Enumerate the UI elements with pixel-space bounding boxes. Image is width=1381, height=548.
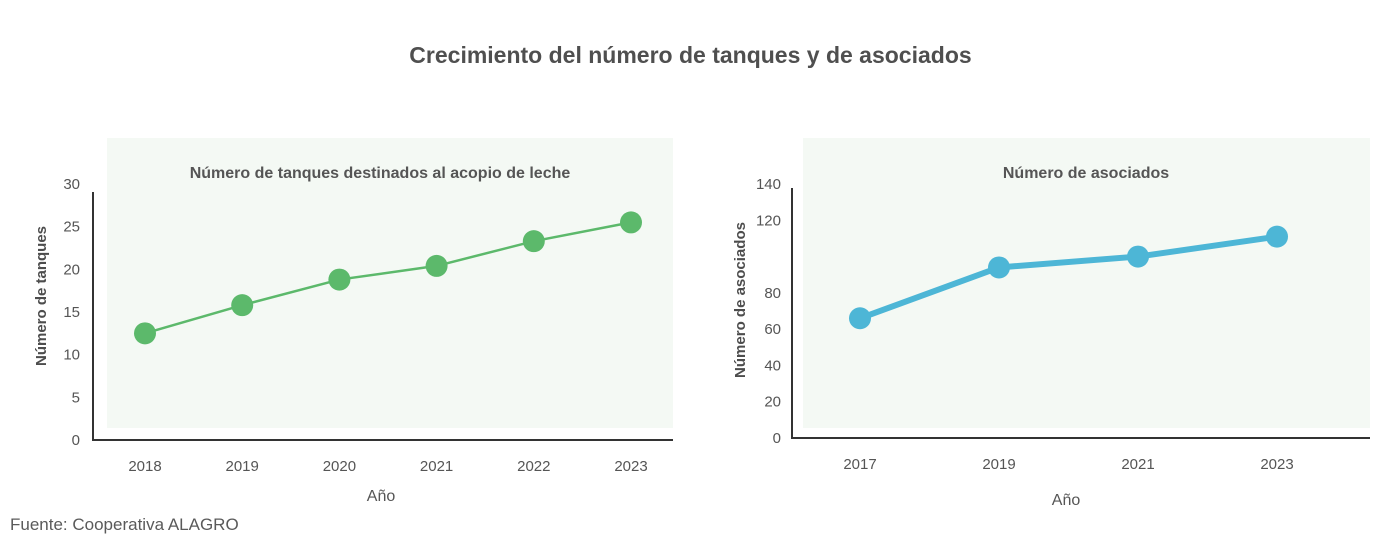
chart-tanques-point [522, 230, 545, 253]
chart-asociados-y-tick: 120 [756, 212, 781, 229]
chart-asociados-point [988, 256, 1010, 279]
chart-asociados-point [849, 307, 871, 330]
chart-asociados-x-tick: 2021 [1121, 456, 1154, 473]
chart-tanques-x-tick: 2020 [323, 458, 356, 475]
chart-asociados-x-ticks: 2017 2019 2021 2023 [843, 456, 1293, 473]
chart-asociados-y-label: Número de asociados [732, 222, 749, 378]
chart-asociados-line [857, 233, 1280, 322]
chart-tanques-y-tick: 30 [63, 176, 80, 193]
chart-asociados-x-tick: 2017 [843, 456, 876, 473]
chart-asociados-y-tick: 80 [764, 285, 781, 302]
chart-tanques-x-tick: 2022 [517, 458, 550, 475]
chart-asociados-y-tick: 0 [773, 430, 781, 447]
chart-tanques-x-label: Año [367, 488, 396, 505]
chart-asociados-y-tick: 40 [764, 357, 781, 374]
chart-tanques-x-ticks: 2018 2019 2020 2021 2022 2023 [128, 458, 647, 475]
chart-asociados-title: Número de asociados [1003, 165, 1169, 182]
chart-tanques-y-tick: 25 [63, 219, 80, 236]
chart-tanques-panel [107, 138, 673, 428]
chart-tanques-line [143, 221, 633, 335]
chart-tanques-series [134, 211, 642, 345]
chart-tanques-point [231, 294, 254, 317]
chart-tanques-y-tick: 15 [63, 304, 80, 321]
chart-tanques-y-label: Número de tanques [33, 226, 50, 366]
chart-asociados-y-ticks: 0 20 40 60 80 120 140 [756, 176, 781, 447]
chart-asociados: Número de asociados Número de asociados … [732, 138, 1370, 509]
chart-tanques-x-tick: 2023 [614, 458, 647, 475]
chart-tanques-title: Número de tanques destinados al acopio d… [190, 165, 571, 182]
chart-tanques-y-tick: 5 [72, 389, 80, 406]
chart-asociados-x-tick: 2023 [1260, 456, 1293, 473]
chart-asociados-x-tick: 2019 [982, 456, 1015, 473]
chart-asociados-series [849, 225, 1288, 330]
chart-tanques-point [620, 211, 642, 234]
chart-asociados-y-tick: 60 [764, 321, 781, 338]
chart-tanques-y-tick: 0 [72, 432, 80, 449]
chart-tanques-y-tick: 20 [63, 261, 80, 278]
chart-asociados-panel [803, 138, 1370, 428]
chart-asociados-y-tick: 20 [764, 394, 781, 411]
chart-tanques-point [425, 254, 448, 277]
chart-tanques-x-tick: 2018 [128, 458, 161, 475]
chart-tanques-y-tick: 10 [63, 347, 80, 364]
chart-tanques-y-ticks: 0 5 10 15 20 25 30 [63, 176, 80, 449]
page-title: Crecimiento del número de tanques y de a… [409, 42, 972, 68]
chart-asociados-x-label: Año [1052, 492, 1081, 509]
chart-asociados-point [1266, 225, 1288, 248]
chart-asociados-point [1127, 245, 1149, 268]
chart-tanques-x-tick: 2019 [226, 458, 259, 475]
chart-tanques-point [134, 322, 156, 345]
chart-tanques: Número de tanques destinados al acopio d… [33, 138, 673, 505]
source-note: Fuente: Cooperativa ALAGRO [10, 515, 239, 534]
chart-tanques-point [328, 268, 351, 291]
chart-asociados-y-tick: 140 [756, 176, 781, 193]
chart-tanques-x-tick: 2021 [420, 458, 453, 475]
